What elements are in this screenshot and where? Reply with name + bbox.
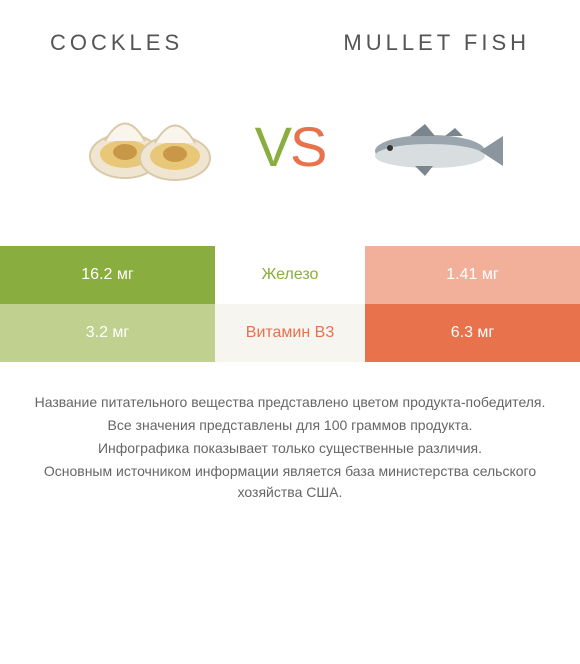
nutrient-label: Железо: [215, 246, 365, 304]
mullet-fish-image: [355, 86, 505, 206]
header: Cockles Mullet fish: [0, 0, 580, 76]
nutrient-label: Витамин B3: [215, 304, 365, 362]
cockles-image: [75, 86, 225, 206]
left-value-cell: 3.2 мг: [0, 304, 215, 362]
vs-label: VS: [255, 114, 326, 179]
footer-line: Инфографика показывает только существенн…: [30, 438, 550, 459]
footer-notes: Название питательного вещества представл…: [0, 362, 580, 525]
right-value-cell: 6.3 мг: [365, 304, 580, 362]
footer-line: Название питательного вещества представл…: [30, 392, 550, 413]
footer-line: Все значения представлены для 100 граммо…: [30, 415, 550, 436]
footer-line: Основным источником информации является …: [30, 461, 550, 503]
left-food-title: Cockles: [50, 30, 183, 56]
comparison-table: 16.2 мгЖелезо1.41 мг3.2 мгВитамин B36.3 …: [0, 246, 580, 362]
right-value-cell: 1.41 мг: [365, 246, 580, 304]
left-value-cell: 16.2 мг: [0, 246, 215, 304]
table-row: 3.2 мгВитамин B36.3 мг: [0, 304, 580, 362]
vs-row: VS: [0, 76, 580, 246]
right-food-title: Mullet fish: [343, 30, 530, 56]
vs-v: V: [255, 115, 290, 178]
table-row: 16.2 мгЖелезо1.41 мг: [0, 246, 580, 304]
vs-s: S: [290, 115, 325, 178]
